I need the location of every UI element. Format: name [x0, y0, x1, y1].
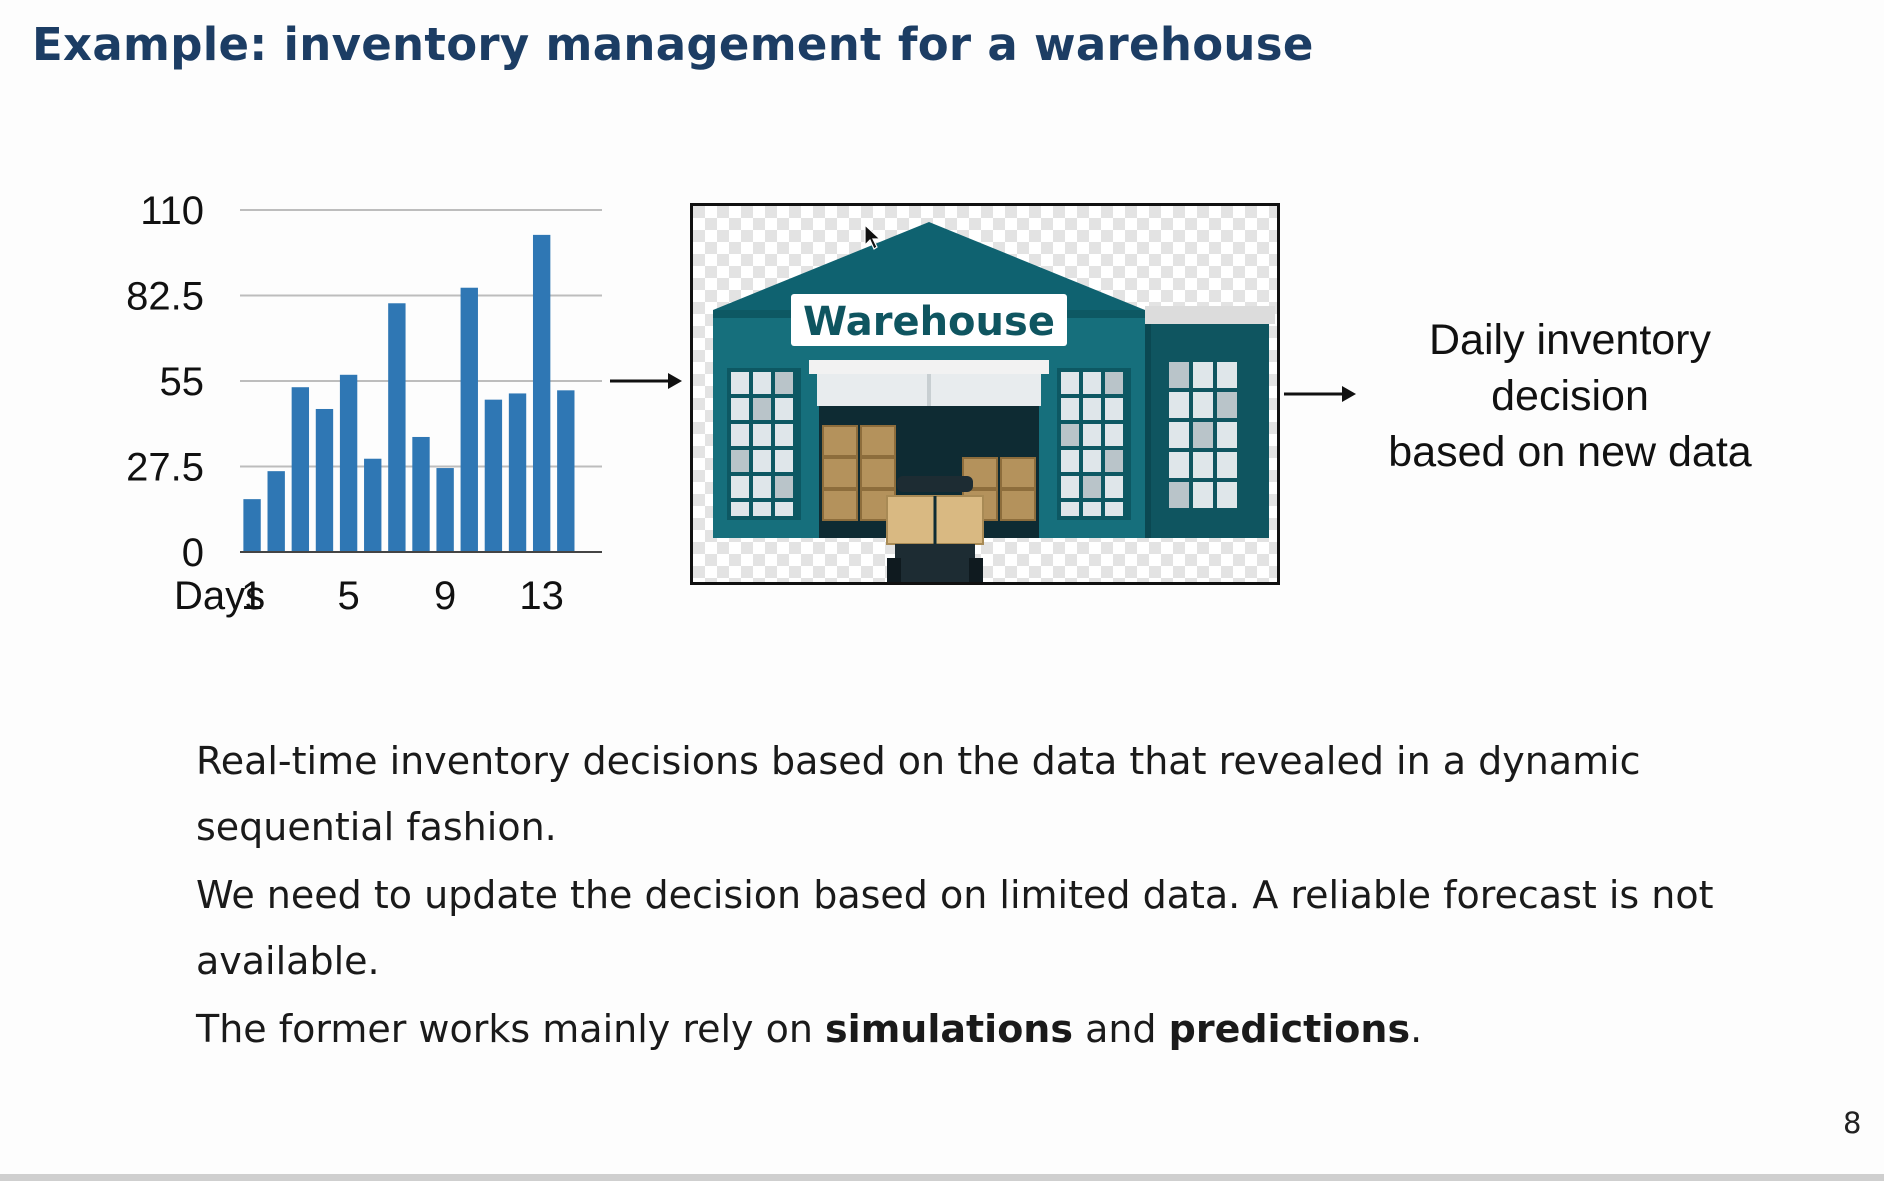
bar	[388, 303, 406, 552]
bottom-bar	[0, 1174, 1884, 1181]
bar	[557, 390, 575, 552]
bar	[436, 468, 454, 552]
bar	[460, 287, 478, 552]
x-tick-label: 5	[337, 574, 359, 618]
bar	[243, 499, 261, 552]
body-text-run: The former works mainly rely on	[196, 1007, 826, 1051]
arrow-right-icon	[1284, 386, 1356, 402]
x-tick-label: 13	[519, 574, 564, 618]
warehouse-sign-text: Warehouse	[803, 299, 1055, 345]
decision-caption: Daily inventory decision based on new da…	[1360, 312, 1780, 480]
window-grid-right	[1057, 368, 1131, 520]
y-tick-label: 0	[182, 531, 204, 575]
bar	[532, 234, 551, 552]
decision-line: based on new data	[1388, 428, 1752, 476]
body-paragraph: The former works mainly rely on simulati…	[196, 996, 1756, 1062]
bar	[339, 374, 358, 552]
window-grid-annex	[1169, 362, 1237, 508]
decision-line: Daily inventory	[1429, 316, 1711, 364]
window-grid-left	[727, 368, 801, 520]
warehouse-illustration: Warehouse	[690, 203, 1280, 585]
body-text-run: .	[1410, 1007, 1423, 1051]
mouse-cursor-icon	[864, 224, 882, 250]
body-text-run: and	[1072, 1007, 1169, 1051]
slide-body: Real-time inventory decisions based on t…	[196, 728, 1756, 1062]
x-tick-label: 9	[434, 574, 456, 618]
y-tick-label: 55	[160, 360, 205, 404]
bar	[508, 393, 527, 552]
x-axis-label: Days	[174, 574, 265, 618]
warehouse-roof	[713, 222, 1145, 310]
y-tick-label: 27.5	[126, 446, 204, 490]
warehouse-sign	[791, 294, 1067, 346]
bar	[484, 399, 503, 552]
body-paragraph: Real-time inventory decisions based on t…	[196, 739, 1641, 849]
body-paragraph: We need to update the decision based on …	[196, 873, 1714, 983]
x-tick-label: 1	[241, 574, 263, 618]
bar	[291, 387, 310, 552]
arrow-right-icon	[610, 373, 682, 389]
slide-title: Example: inventory management for a ware…	[32, 18, 1314, 71]
bar	[315, 408, 334, 552]
bar	[364, 458, 382, 552]
emphasis-predictions: predictions	[1168, 1007, 1411, 1051]
y-tick-label: 82.5	[126, 275, 204, 319]
decision-line: decision	[1491, 372, 1649, 420]
page-number: 8	[1843, 1106, 1862, 1140]
emphasis-simulations: simulations	[825, 1007, 1073, 1051]
y-tick-label: 110	[140, 189, 204, 233]
bar	[267, 471, 285, 552]
bar	[412, 436, 430, 552]
